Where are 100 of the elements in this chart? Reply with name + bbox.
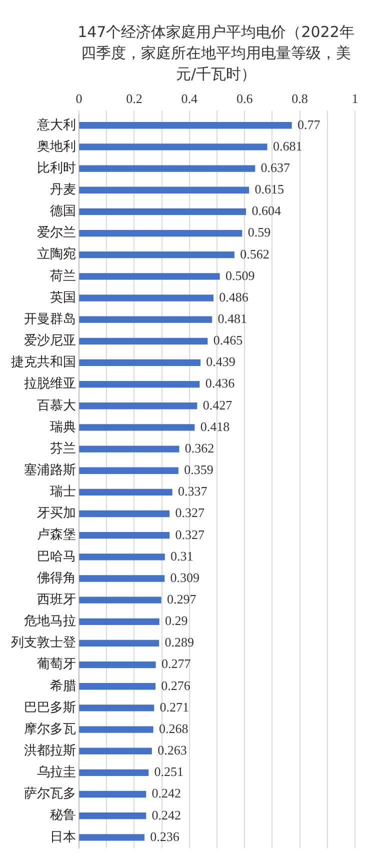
data-label: 0.268: [158, 720, 188, 736]
data-label: 0.436: [205, 376, 236, 391]
bar: [79, 769, 149, 776]
bar: [79, 618, 160, 625]
data-label: 0.327: [175, 526, 205, 542]
bar: [79, 532, 170, 539]
y-tick-label: 葡萄牙: [37, 657, 76, 672]
bar: [79, 748, 152, 754]
data-label: 0.681: [272, 138, 302, 154]
y-tick-label: 秘鲁: [50, 808, 76, 824]
data-label: 0.59: [248, 224, 271, 240]
bar: [79, 446, 180, 452]
y-tick-label: 拉脱维亚: [24, 376, 76, 392]
y-tick-label: 西班牙: [37, 592, 76, 608]
data-label: 0.465: [213, 332, 243, 348]
data-label: 0.562: [240, 246, 270, 262]
data-label: 0.77: [298, 116, 321, 132]
y-tick-label: 开曼群岛: [24, 312, 76, 327]
data-label: 0.271: [160, 699, 190, 714]
bar: [79, 834, 144, 841]
bar: [79, 596, 162, 604]
y-tick-label: 立陶宛: [37, 246, 76, 262]
data-label: 0.337: [178, 484, 208, 499]
y-tick-label: 日本: [50, 830, 76, 845]
data-label: 0.309: [170, 570, 200, 585]
y-tick-label: 萨尔瓦多: [24, 786, 76, 802]
bar: [79, 812, 146, 820]
y-tick-label: 捷克共和国: [11, 355, 76, 370]
data-label: 0.439: [206, 354, 236, 370]
data-label: 0.29: [165, 613, 188, 628]
bar: [79, 273, 220, 280]
y-tick-label: 意大利: [36, 118, 76, 133]
y-tick-label: 瑞士: [50, 484, 76, 500]
y-tick-label: 瑞典: [50, 420, 76, 435]
data-label: 0.242: [152, 807, 182, 822]
bar: [79, 252, 234, 258]
bar: [79, 424, 195, 431]
y-tick-label: 牙买加: [37, 506, 76, 522]
bar: [79, 575, 165, 582]
x-tick-label: 1: [352, 91, 358, 106]
data-label: 0.263: [158, 742, 187, 758]
bar: [79, 144, 268, 150]
bar: [79, 661, 156, 668]
data-label: 0.327: [175, 505, 205, 520]
y-tick-label: 芬兰: [50, 441, 76, 456]
bar: [79, 359, 200, 366]
bar: [79, 294, 214, 302]
y-tick-label: 佛得角: [37, 570, 76, 586]
bar: [79, 726, 154, 733]
data-label: 0.236: [150, 828, 180, 844]
y-tick-label: 爱尔兰: [37, 226, 76, 241]
bar: [79, 208, 246, 216]
data-label: 0.297: [166, 591, 197, 606]
x-tick-label: 0.8: [292, 91, 308, 106]
data-label: 0.427: [202, 397, 233, 412]
y-tick-label: 比利时: [37, 160, 76, 176]
data-label: 0.242: [152, 786, 182, 801]
y-tick-label: 洪都拉斯: [24, 743, 76, 758]
data-label: 0.481: [218, 311, 248, 326]
data-label: 0.251: [154, 764, 184, 780]
x-tick-label: 0: [76, 91, 82, 106]
data-label: 0.362: [184, 440, 214, 456]
chart-title: 147个经济体家庭用户平均电价（2022年四季度，家庭所在地平均用电量等级，美元/千瓦时）: [76, 22, 356, 85]
y-tick-label: 危地马拉: [24, 614, 76, 630]
x-tick-label: 0.6: [236, 91, 254, 106]
y-tick-label: 奥地利: [37, 139, 76, 154]
bar: [79, 704, 154, 712]
bar: [79, 488, 172, 496]
y-tick-label: 塞浦路斯: [24, 462, 76, 478]
y-tick-label: 丹麦: [50, 182, 76, 198]
bar: [79, 790, 146, 798]
y-tick-label: 卢森堡: [37, 528, 76, 543]
x-tick-label: 0.4: [181, 91, 198, 106]
data-label: 0.31: [170, 548, 194, 564]
y-tick-label: 英国: [50, 290, 76, 306]
y-tick-label: 巴巴多斯: [24, 700, 76, 716]
bar: [79, 122, 292, 129]
bar: [79, 165, 256, 172]
y-tick-label: 希腊: [50, 678, 76, 694]
y-tick-label: 爱沙尼亚: [24, 334, 76, 349]
bar: [79, 683, 156, 690]
y-tick-label: 百慕大: [37, 398, 76, 414]
data-label: 0.509: [225, 268, 255, 283]
bar: [79, 402, 198, 410]
x-tick-label: 0.2: [126, 91, 142, 106]
data-label: 0.277: [161, 656, 192, 672]
bar: [79, 316, 212, 323]
data-label: 0.604: [252, 203, 282, 218]
bar: [79, 554, 165, 560]
y-tick-label: 德国: [50, 204, 76, 220]
y-tick-label: 巴哈马: [37, 549, 76, 564]
bar: [79, 380, 200, 388]
bar: [79, 467, 178, 474]
bar: [79, 510, 170, 518]
y-tick-label: 列支敦士登: [11, 636, 76, 651]
data-label: 0.289: [164, 634, 194, 650]
data-label: 0.486: [219, 289, 249, 304]
data-label: 0.359: [184, 462, 214, 478]
bar: [79, 186, 250, 194]
data-label: 0.276: [161, 678, 191, 693]
